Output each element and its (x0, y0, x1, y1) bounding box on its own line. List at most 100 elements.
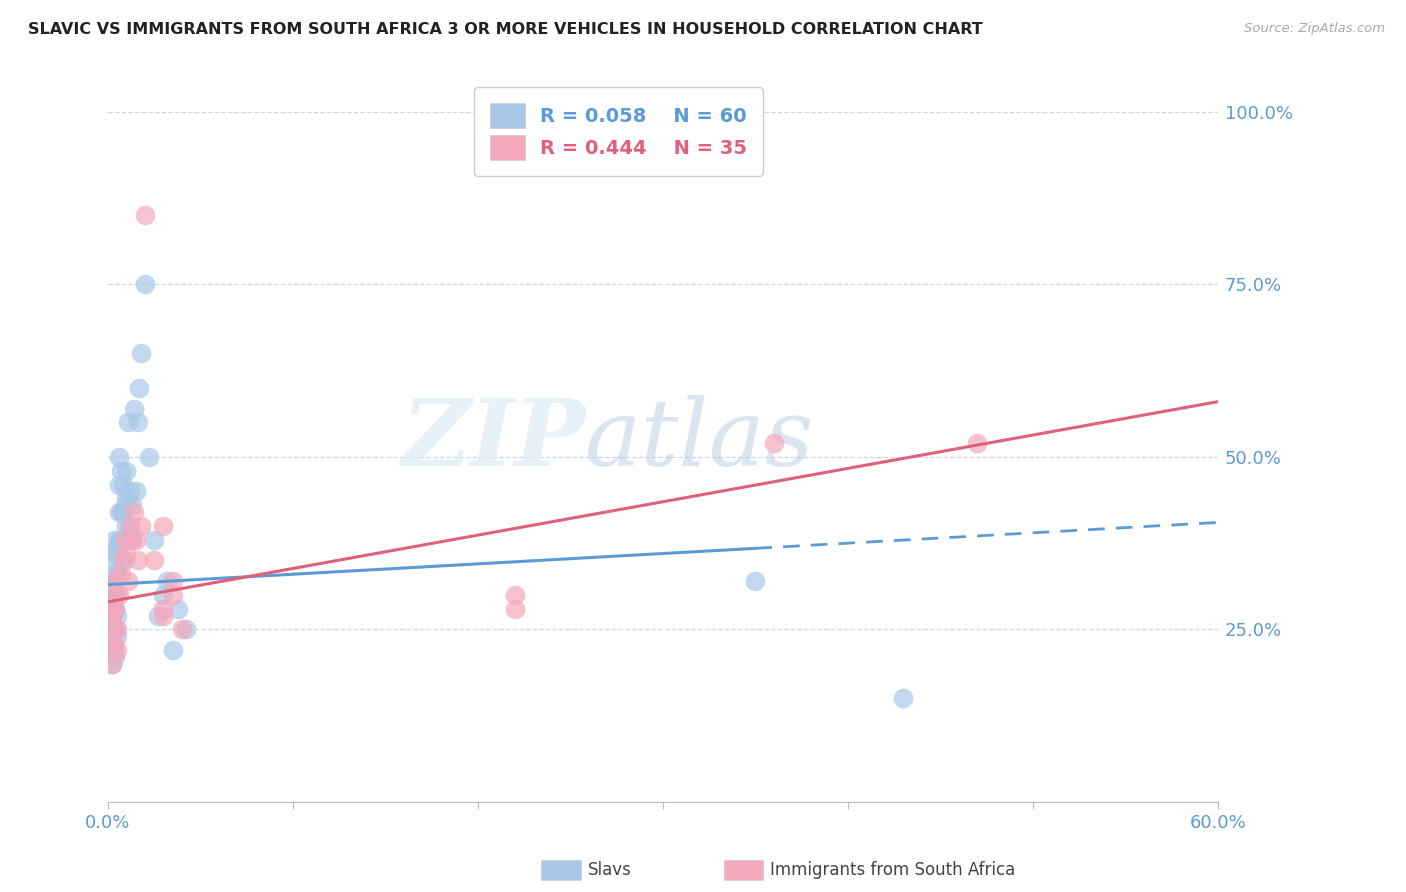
Point (162, 643, 184, 657)
Point (503, 588, 526, 602)
Point (105, 608, 128, 623)
Point (143, 553, 166, 567)
Point (122, 401, 145, 416)
Point (127, 553, 149, 567)
Point (105, 567, 128, 582)
Point (966, 436, 988, 450)
Point (152, 608, 174, 623)
Point (104, 601, 127, 615)
Point (128, 381, 150, 395)
Point (114, 533, 136, 547)
Point (105, 643, 128, 657)
Point (114, 498, 136, 512)
Point (121, 533, 143, 547)
Point (108, 477, 131, 491)
Point (105, 629, 128, 643)
Point (146, 608, 169, 623)
Point (108, 533, 131, 547)
Point (129, 346, 152, 360)
Point (108, 505, 131, 519)
Point (744, 574, 766, 588)
Point (138, 450, 160, 464)
Point (98, 643, 121, 657)
Point (162, 574, 184, 588)
Point (134, 277, 156, 292)
Point (104, 623, 127, 637)
Point (103, 588, 125, 602)
Point (110, 464, 132, 478)
Point (103, 574, 125, 588)
Point (110, 533, 132, 547)
Point (111, 553, 134, 567)
Point (891, 691, 914, 706)
Point (117, 416, 139, 430)
Point (100, 608, 122, 623)
Point (105, 540, 128, 554)
Point (167, 601, 190, 615)
Point (104, 588, 127, 602)
Point (103, 533, 125, 547)
Point (117, 574, 139, 588)
Text: Slavs: Slavs (588, 861, 631, 879)
Point (104, 650, 127, 665)
Point (162, 588, 184, 602)
Point (103, 574, 125, 588)
Point (152, 601, 174, 615)
Point (104, 588, 127, 602)
Point (152, 588, 174, 602)
Point (105, 588, 128, 602)
Point (762, 436, 785, 450)
Point (115, 547, 138, 561)
Point (121, 498, 143, 512)
Point (120, 519, 142, 533)
Point (103, 643, 125, 657)
Point (103, 601, 125, 615)
Point (103, 623, 125, 637)
Point (503, 601, 526, 615)
Point (103, 553, 125, 567)
Point (103, 636, 125, 650)
Point (120, 519, 142, 533)
Text: atlas: atlas (585, 394, 814, 484)
Point (125, 533, 148, 547)
Point (105, 623, 128, 637)
Legend: R = 0.058    N = 60, R = 0.444    N = 35: R = 0.058 N = 60, R = 0.444 N = 35 (474, 87, 763, 176)
Point (104, 567, 127, 582)
Point (104, 623, 127, 637)
Point (103, 601, 125, 615)
Point (108, 450, 131, 464)
Point (143, 533, 166, 547)
Point (152, 519, 174, 533)
Point (114, 533, 136, 547)
Point (122, 505, 145, 519)
Point (114, 553, 136, 567)
Point (174, 623, 197, 637)
Point (100, 657, 122, 671)
Point (100, 636, 122, 650)
Point (100, 581, 122, 595)
Point (115, 491, 138, 506)
Point (156, 574, 179, 588)
Point (111, 505, 134, 519)
Point (110, 505, 132, 519)
Text: Immigrants from South Africa: Immigrants from South Africa (770, 861, 1015, 879)
Point (100, 657, 122, 671)
Point (120, 484, 142, 499)
Point (121, 533, 143, 547)
Point (110, 567, 132, 582)
Text: SLAVIC VS IMMIGRANTS FROM SOUTH AFRICA 3 OR MORE VEHICLES IN HOUSEHOLD CORRELATI: SLAVIC VS IMMIGRANTS FROM SOUTH AFRICA 3… (28, 22, 983, 37)
Point (129, 519, 152, 533)
Point (98, 643, 121, 657)
Point (104, 547, 127, 561)
Point (115, 519, 138, 533)
Text: Source: ZipAtlas.com: Source: ZipAtlas.com (1244, 22, 1385, 36)
Point (170, 623, 193, 637)
Point (115, 464, 138, 478)
Point (127, 416, 149, 430)
Point (111, 477, 134, 491)
Text: ZIP: ZIP (401, 394, 585, 484)
Point (125, 484, 148, 499)
Point (100, 608, 122, 623)
Point (104, 601, 127, 615)
Point (108, 588, 131, 602)
